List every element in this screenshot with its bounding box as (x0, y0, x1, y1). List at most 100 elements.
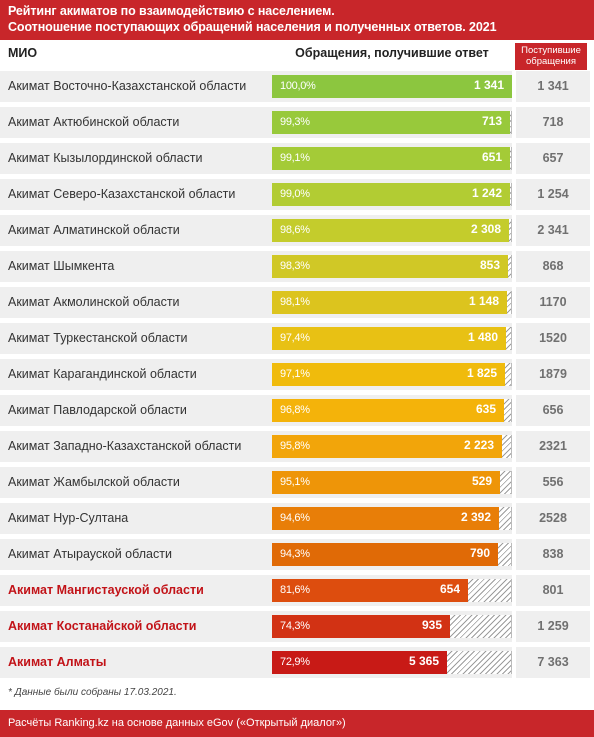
row-received-background (516, 251, 590, 282)
answered-bar (272, 615, 450, 638)
row-received-background (516, 611, 590, 642)
percent-label: 81,6% (280, 584, 310, 596)
table-row: Акимат Шымкента 98,3% 853 868 (0, 251, 594, 282)
answered-bar (272, 327, 506, 350)
row-name: Акимат Атырауской области (8, 547, 172, 561)
table-row: Акимат Павлодарской области 96,8% 635 656 (0, 395, 594, 426)
answered-value-label: 529 (471, 474, 492, 488)
row-name: Акимат Алматы (8, 655, 107, 669)
row-name: Акимат Западно-Казахстанской области (8, 439, 242, 453)
row-name: Акимат Карагандинской области (8, 367, 197, 381)
received-value-label: 657 (542, 151, 564, 165)
row-received-background (516, 143, 590, 174)
answered-bar (272, 399, 504, 422)
unanswered-hatch (500, 471, 512, 494)
table-row: Акимат Кызылординской области 99,1% 651 657 (0, 143, 594, 174)
received-value-label: 2321 (539, 439, 567, 453)
answered-bar (272, 435, 502, 458)
received-value-label: 718 (542, 115, 564, 129)
received-value-label: 1 341 (537, 79, 569, 93)
percent-label: 96,8% (280, 404, 310, 416)
unanswered-hatch (507, 291, 512, 314)
row-received-background (516, 179, 590, 210)
answered-value-label: 935 (421, 618, 442, 632)
column-header-responses: Обращения, получившие ответ (295, 46, 489, 60)
source-footer: Расчёты Ranking.kz на основе данных eGov… (0, 710, 594, 737)
unanswered-hatch (508, 255, 512, 278)
percent-label: 100,0% (280, 80, 316, 92)
answered-bar (272, 147, 510, 170)
row-received-background (516, 215, 590, 246)
unanswered-hatch (499, 507, 512, 530)
answered-value-label: 790 (469, 546, 490, 560)
percent-label: 99,0% (280, 188, 310, 200)
percent-label: 94,3% (280, 548, 310, 560)
row-name: Акимат Восточно-Казахстанской области (8, 79, 247, 93)
table-row: Акимат Актюбинской области 99,3% 713 718 (0, 107, 594, 138)
answered-value-label: 2 308 (470, 222, 501, 236)
percent-label: 99,1% (280, 152, 310, 164)
unanswered-hatch (510, 183, 512, 206)
answered-value-label: 2 223 (463, 438, 494, 452)
answered-bar (272, 471, 500, 494)
row-received-background (516, 467, 590, 498)
percent-label: 95,8% (280, 440, 310, 452)
answered-bar (272, 651, 447, 674)
answered-value-label: 853 (479, 258, 500, 272)
chart-title-line2: Соотношение поступающих обращений населе… (8, 20, 497, 34)
received-value-label: 2528 (539, 511, 567, 525)
table-row: Акимат Западно-Казахстанской области 95,8… (0, 431, 594, 462)
received-value-label: 656 (542, 403, 564, 417)
row-received-background (516, 287, 590, 318)
received-value-label: 1520 (539, 331, 567, 345)
percent-label: 72,9% (280, 656, 310, 668)
unanswered-hatch (510, 147, 512, 170)
table-row: Акимат Туркестанской области 97,4% 1 480 15… (0, 323, 594, 354)
answered-value-label: 713 (481, 114, 502, 128)
column-header-mio: МИО (8, 46, 38, 60)
unanswered-hatch (502, 435, 512, 458)
received-value-label: 868 (542, 259, 564, 273)
row-name: Акимат Туркестанской области (8, 331, 188, 345)
percent-label: 98,6% (280, 224, 310, 236)
answered-bar (272, 111, 510, 134)
answered-value-label: 5 365 (408, 654, 439, 668)
percent-label: 95,1% (280, 476, 310, 488)
received-value-label: 1 254 (537, 187, 569, 201)
answered-value-label: 1 341 (473, 78, 504, 92)
unanswered-hatch (506, 327, 512, 350)
data-note: * Данные были собраны 17.03.2021. (8, 687, 177, 698)
row-name: Акимат Шымкента (8, 259, 115, 273)
unanswered-hatch (450, 615, 512, 638)
row-name: Акимат Кызылординской области (8, 151, 203, 165)
table-row: Акимат Алматы 72,9% 5 365 7 363 (0, 647, 594, 678)
table-row: Акимат Карагандинской области 97,1% 1 825 1… (0, 359, 594, 390)
received-value-label: 1170 (539, 295, 567, 309)
row-name: Акимат Мангистауской области (8, 583, 204, 597)
chart-header: Рейтинг акиматов по взаимодействию с нас… (0, 0, 594, 40)
unanswered-hatch (468, 579, 512, 602)
row-name: Акимат Актюбинской области (8, 115, 180, 129)
row-name: Акимат Алматинской области (8, 223, 180, 237)
answered-bar (272, 219, 509, 242)
unanswered-hatch (505, 363, 512, 386)
table-row: Акимат Мангистауской области 81,6% 654 801 (0, 575, 594, 606)
unanswered-hatch (509, 219, 512, 242)
unanswered-hatch (447, 651, 512, 674)
row-name: Акимат Жамбылской области (8, 475, 180, 489)
table-row: Акимат Атырауской области 94,3% 790 838 (0, 539, 594, 570)
table-row: Акимат Костанайской области 74,3% 935 1 259 (0, 611, 594, 642)
table-row: Акимат Нур-Султана 94,6% 2 392 2528 (0, 503, 594, 534)
row-name: Акимат Нур-Султана (8, 511, 129, 525)
row-received-background (516, 359, 590, 390)
unanswered-hatch (498, 543, 512, 566)
row-received-background (516, 431, 590, 462)
table-row: Акимат Акмолинской области 98,1% 1 148 1170 (0, 287, 594, 318)
answered-bar (272, 363, 505, 386)
row-received-background (516, 539, 590, 570)
percent-label: 97,1% (280, 368, 310, 380)
row-received-background (516, 647, 590, 678)
received-value-label: 1879 (539, 367, 567, 381)
answered-bar (272, 579, 468, 602)
received-value-label: 2 341 (537, 223, 569, 237)
